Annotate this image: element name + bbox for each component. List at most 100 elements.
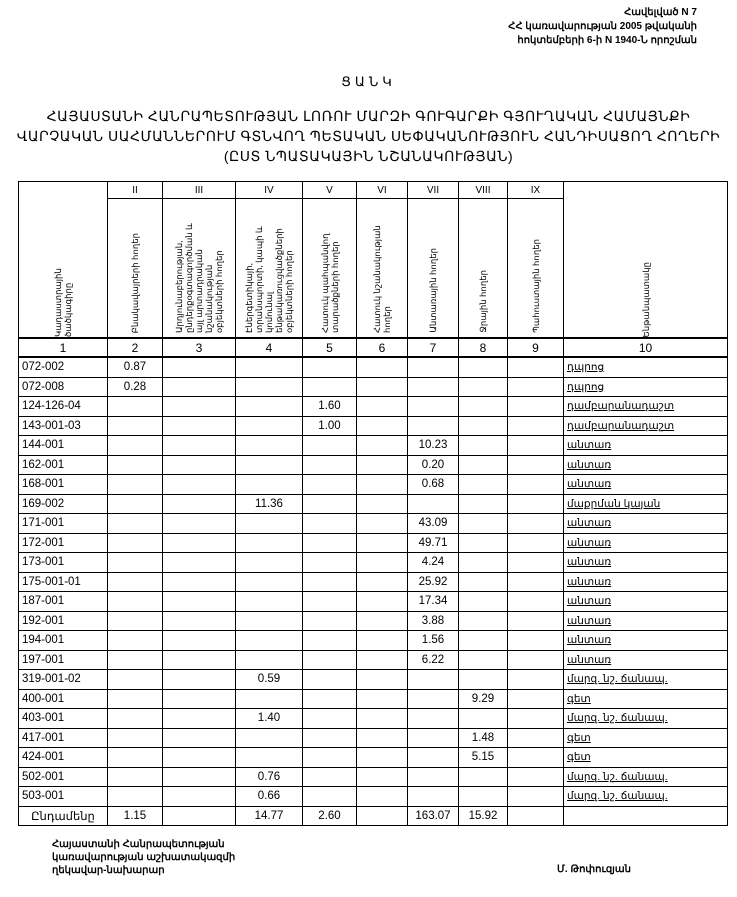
area-cell — [162, 513, 236, 534]
cadastral-code: 072-002 — [18, 356, 108, 378]
roman-numeral: VII — [407, 181, 459, 199]
header-cell: Հատուկ պահպանվող տարածքների հողեր — [302, 198, 357, 339]
area-cell — [458, 474, 508, 495]
total-cell — [356, 805, 408, 826]
cadastral-code: 417-001 — [18, 727, 108, 748]
table-row: 175-001-01 25.92 անտառ — [18, 571, 728, 592]
column-header-row: Բնակավայրերի հողեր Արդյունաբերության, ընդ… — [19, 198, 728, 339]
area-cell — [458, 649, 508, 670]
area-cell: 9.29 — [458, 688, 508, 709]
area-cell — [235, 610, 303, 631]
header-text: Բնակավայրերի հողեր — [130, 232, 140, 333]
area-cell — [356, 708, 408, 729]
area-cell — [235, 474, 303, 495]
column-number-row: 1 2 3 4 5 6 7 8 9 10 — [18, 337, 728, 358]
footer-position: Հայաստանի Հանրապետության կառավարության ա… — [52, 838, 235, 877]
area-cell — [235, 688, 303, 709]
table-row: 424-001 5.15 գետ — [18, 747, 728, 768]
total-cell: 163.07 — [407, 805, 459, 826]
header-cell: Պահուստային հողեր — [507, 198, 564, 339]
cadastral-code: 171-001 — [18, 513, 108, 534]
cadastral-code: 403-001 — [18, 708, 108, 729]
table-row: 143-001-03 1.00 դամբարանադաշտ — [18, 415, 728, 436]
area-cell — [107, 435, 163, 456]
area-cell — [507, 435, 564, 456]
cadastral-code: 424-001 — [18, 747, 108, 768]
area-cell — [235, 376, 303, 397]
area-cell — [302, 786, 357, 807]
table-row: 162-001 0.20 անտառ — [18, 454, 728, 475]
area-cell — [107, 415, 163, 436]
total-label: Ընդամենը — [18, 805, 108, 826]
purpose-cell: մարզ. նշ. ճանապ. — [563, 708, 728, 729]
area-cell — [107, 688, 163, 709]
roman-numeral: VIII — [458, 181, 508, 199]
area-cell — [507, 786, 564, 807]
purpose-cell: դամբարանադաշտ — [563, 415, 728, 436]
area-cell — [162, 747, 236, 768]
column-number: 10 — [563, 337, 728, 358]
area-cell — [356, 669, 408, 690]
area-cell — [302, 552, 357, 573]
table-row: 194-001 1.56 անտառ — [18, 630, 728, 651]
area-cell — [356, 727, 408, 748]
area-cell — [507, 552, 564, 573]
roman-numeral: IX — [507, 181, 564, 199]
area-cell — [507, 376, 564, 397]
area-cell — [407, 786, 459, 807]
area-cell — [107, 786, 163, 807]
cadastral-code: 144-001 — [18, 435, 108, 456]
area-cell — [162, 649, 236, 670]
header-cell: Ջրային հողեր — [458, 198, 508, 339]
area-cell — [162, 630, 236, 651]
area-cell — [235, 356, 303, 378]
area-cell — [162, 493, 236, 514]
header-cell: Անտառային հողեր — [407, 198, 459, 339]
area-cell — [107, 513, 163, 534]
area-cell — [107, 766, 163, 787]
area-cell: 1.48 — [458, 727, 508, 748]
roman-numeral: II — [107, 181, 163, 199]
area-cell — [407, 376, 459, 397]
total-cell — [162, 805, 236, 826]
header-text: Անտառային հողեր — [428, 248, 438, 333]
area-cell — [302, 532, 357, 553]
column-number: 1 — [18, 337, 108, 358]
header-cell: Արդյունաբերության, ընդերքօգտագործման և ա… — [162, 198, 236, 339]
header-text: Կադաստրային ծածկագիրը — [53, 268, 73, 337]
header-cell: Էներգետիկայի, տրանսպորտի, կապի և կոմունա… — [235, 198, 303, 339]
area-cell — [107, 396, 163, 417]
area-cell — [407, 708, 459, 729]
area-cell: 0.68 — [407, 474, 459, 495]
area-cell — [162, 591, 236, 612]
area-cell: 0.59 — [235, 669, 303, 690]
area-cell — [162, 688, 236, 709]
area-cell — [458, 376, 508, 397]
cadastral-code: 173-001 — [18, 552, 108, 573]
area-cell — [507, 747, 564, 768]
cadastral-code: 502-001 — [18, 766, 108, 787]
cadastral-code: 172-001 — [18, 532, 108, 553]
table-row: 072-002 0.87 դպրոց — [18, 356, 728, 378]
area-cell — [458, 571, 508, 592]
area-cell — [356, 435, 408, 456]
area-cell — [507, 669, 564, 690]
area-cell — [458, 669, 508, 690]
area-cell — [507, 708, 564, 729]
purpose-cell: անտառ — [563, 532, 728, 553]
area-cell — [162, 552, 236, 573]
area-cell — [507, 356, 564, 378]
area-cell — [107, 630, 163, 651]
area-cell — [507, 415, 564, 436]
area-cell — [356, 552, 408, 573]
area-cell — [107, 532, 163, 553]
area-cell — [235, 532, 303, 553]
area-cell — [458, 454, 508, 475]
cadastral-code: 169-002 — [18, 493, 108, 514]
document-title: ՀԱՅԱՍՏԱՆԻ ՀԱՆՐԱՊԵՏՈՒԹՅԱՆ ԼՈՌՈՒ ՄԱՐԶԻ ԳՈՒ… — [16, 108, 721, 164]
area-cell — [107, 610, 163, 631]
area-cell: 11.36 — [235, 493, 303, 514]
area-cell — [235, 649, 303, 670]
column-number: 9 — [507, 337, 564, 358]
area-cell — [162, 396, 236, 417]
